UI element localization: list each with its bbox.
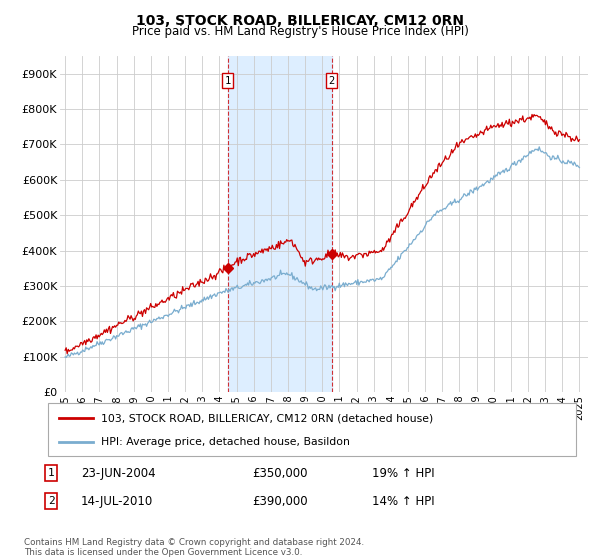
Text: 23-JUN-2004: 23-JUN-2004 (81, 466, 155, 480)
Text: 2: 2 (47, 496, 55, 506)
Text: 1: 1 (47, 468, 55, 478)
Text: 1: 1 (224, 76, 231, 86)
Text: 103, STOCK ROAD, BILLERICAY, CM12 0RN: 103, STOCK ROAD, BILLERICAY, CM12 0RN (136, 14, 464, 28)
Text: Price paid vs. HM Land Registry's House Price Index (HPI): Price paid vs. HM Land Registry's House … (131, 25, 469, 38)
FancyBboxPatch shape (48, 403, 576, 456)
Text: 14-JUL-2010: 14-JUL-2010 (81, 494, 153, 508)
Text: Contains HM Land Registry data © Crown copyright and database right 2024.
This d: Contains HM Land Registry data © Crown c… (24, 538, 364, 557)
Bar (227, 56, 332, 392)
Text: 103, STOCK ROAD, BILLERICAY, CM12 0RN (detached house): 103, STOCK ROAD, BILLERICAY, CM12 0RN (d… (101, 413, 433, 423)
Text: 14% ↑ HPI: 14% ↑ HPI (372, 494, 434, 508)
Text: £390,000: £390,000 (252, 494, 308, 508)
Text: 2: 2 (328, 76, 335, 86)
Text: 19% ↑ HPI: 19% ↑ HPI (372, 466, 434, 480)
Text: HPI: Average price, detached house, Basildon: HPI: Average price, detached house, Basi… (101, 436, 350, 446)
Text: £350,000: £350,000 (252, 466, 308, 480)
